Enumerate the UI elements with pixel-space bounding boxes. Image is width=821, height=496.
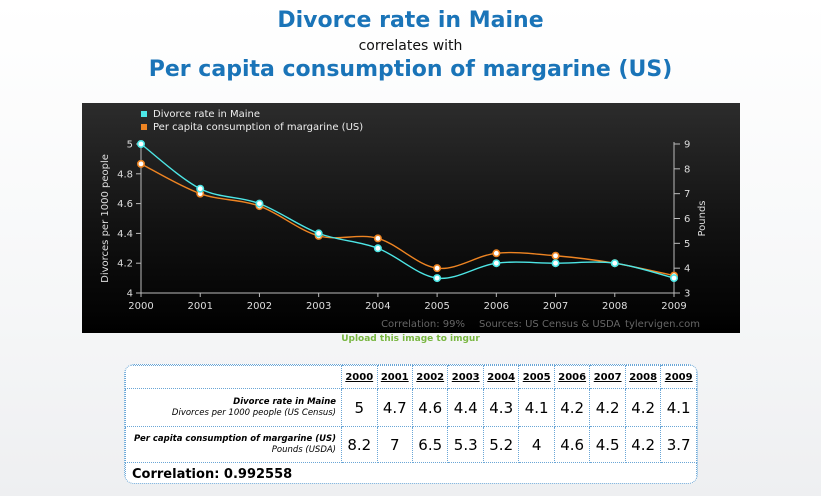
table-cell: 5 [341, 388, 378, 427]
table-cell: 4.1 [660, 388, 697, 427]
table-cell: 4.4 [447, 388, 484, 427]
data-table: 2000 2001 2002 2003 2004 2005 2006 2007 2008 2009… [125, 365, 697, 483]
y-left-tick-label: 4.2 [117, 259, 133, 270]
table-cell: 4.2 [553, 388, 591, 427]
y-right-tick-label: 8 [684, 164, 690, 175]
table-corner-cell [125, 365, 343, 389]
data-point-divorce-rate [433, 274, 442, 283]
table-year-header: 2003 [447, 365, 484, 389]
data-point-divorce-rate [255, 199, 264, 208]
table-correlation-row: Correlation: 0.992558 [125, 462, 697, 483]
x-tick-label: 2009 [661, 301, 686, 312]
series-line-margarine [140, 163, 675, 277]
data-point-margarine [551, 251, 560, 260]
correlation-value: Correlation: 0.992558 [125, 462, 697, 483]
table-cell: 4.6 [411, 388, 449, 427]
data-point-divorce-rate [196, 184, 205, 193]
table-cell: 5.3 [447, 426, 484, 463]
table-year-header: 2004 [482, 365, 520, 389]
table-cell: 7 [376, 426, 413, 463]
data-point-divorce-rate [314, 229, 323, 238]
table-year-header: 2001 [376, 365, 413, 389]
table-year-header: 2008 [624, 365, 662, 389]
table-row-title: Per capita consumption of margarine (US) [133, 433, 337, 444]
chart-panel: 4 4.2 4.4 4.6 4.8 5 3 4 5 6 7 8 9 2000 2001 2002 2003 200… [82, 103, 740, 333]
series-line-divorce-rate [140, 143, 675, 280]
table-row-subtitle: Divorces per 1000 people (US Census) [171, 407, 337, 418]
table-cell: 5.2 [482, 426, 520, 463]
line-chart: 4 4.2 4.4 4.6 4.8 5 3 4 5 6 7 8 9 2000 2001 2002 2003 200… [100, 109, 708, 330]
legend-label: Per capita consumption of margarine (US) [153, 122, 363, 133]
x-tick-label: 2007 [543, 301, 568, 312]
y-right-tick-label: 9 [684, 140, 690, 151]
table-cell: 4.1 [518, 388, 555, 427]
data-point-margarine [433, 264, 442, 273]
table-cell: 4.6 [553, 426, 591, 463]
chart-footer-sources: Sources: US Census & USDA [479, 319, 621, 330]
chart-title-top: Divorce rate in Maine [277, 8, 544, 33]
table-cell: 4.2 [624, 388, 662, 427]
table-row-title: Divorce rate in Maine [233, 396, 337, 407]
data-point-margarine [492, 249, 501, 258]
y-left-tick-label: 4.8 [117, 169, 133, 180]
x-tick-label: 2003 [306, 301, 331, 312]
table-year-header: 2002 [411, 365, 449, 389]
y-left-tick-label: 5 [127, 140, 133, 151]
y-axis-left-label: Divorces per 1000 people [100, 154, 111, 283]
table-cell: 8.2 [341, 426, 378, 463]
legend-swatch [141, 124, 147, 130]
data-point-divorce-rate [610, 259, 619, 268]
table-row-subtitle: Pounds (USDA) [271, 444, 337, 455]
x-tick-label: 2006 [484, 301, 509, 312]
data-point-divorce-rate [373, 244, 382, 253]
data-point-divorce-rate [551, 259, 560, 268]
table-year-header: 2005 [518, 365, 555, 389]
table-cell: 6.5 [411, 426, 449, 463]
y-right-tick-label: 5 [684, 239, 690, 250]
y-right-tick-label: 4 [684, 264, 690, 275]
y-left-tick-label: 4 [127, 289, 133, 300]
y-axis-right-label: Pounds [697, 200, 708, 236]
table-row-label: Per capita consumption of margarine (US)… [125, 426, 343, 463]
table-cell: 4.2 [589, 388, 626, 427]
table-row-label: Divorce rate in Maine Divorces per 1000 … [125, 388, 343, 427]
x-tick-label: 2000 [128, 301, 153, 312]
x-tick-label: 2005 [424, 301, 449, 312]
upload-to-imgur-link[interactable]: Upload this image to imgur [341, 334, 480, 344]
table-cell: 4.5 [589, 426, 626, 463]
table-year-header: 2009 [660, 365, 697, 389]
data-point-divorce-rate [136, 139, 145, 148]
chart-connector-text: correlates with [358, 38, 463, 54]
data-point-divorce-rate [492, 259, 501, 268]
table-cell: 4.7 [376, 388, 413, 427]
table-header-row: 2000 2001 2002 2003 2004 2005 2006 2007 2008 2009 [125, 365, 697, 389]
data-table-container: 2000 2001 2002 2003 2004 2005 2006 2007 2008 2009… [124, 364, 698, 484]
table-cell: 4.3 [482, 388, 520, 427]
table-cell: 4.2 [624, 426, 662, 463]
x-tick-label: 2002 [247, 301, 272, 312]
data-point-margarine [136, 159, 145, 168]
data-point-divorce-rate [669, 274, 678, 283]
chart-title-bottom: Per capita consumption of margarine (US) [148, 57, 673, 82]
legend-label: Divorce rate in Maine [153, 109, 260, 120]
x-tick-label: 2008 [602, 301, 627, 312]
y-right-tick-label: 3 [684, 289, 690, 300]
x-tick-label: 2004 [365, 301, 390, 312]
table-row: Divorce rate in Maine Divorces per 1000 … [125, 388, 697, 427]
legend-swatch [141, 111, 147, 117]
table-year-header: 2000 [341, 365, 378, 389]
chart-footer-correlation: Correlation: 99% [381, 319, 465, 330]
table-year-header: 2006 [553, 365, 591, 389]
y-left-tick-label: 4.4 [117, 229, 133, 240]
x-tick-label: 2001 [187, 301, 212, 312]
table-year-header: 2007 [589, 365, 626, 389]
table-row: Per capita consumption of margarine (US)… [125, 426, 697, 463]
table-cell: 3.7 [660, 426, 697, 463]
y-right-tick-label: 6 [684, 214, 690, 225]
chart-footer-site: tylervigen.com [625, 319, 700, 330]
data-point-margarine [373, 234, 382, 243]
y-left-tick-label: 4.6 [117, 199, 133, 210]
table-cell: 4 [518, 426, 555, 463]
y-right-tick-label: 7 [684, 189, 690, 200]
